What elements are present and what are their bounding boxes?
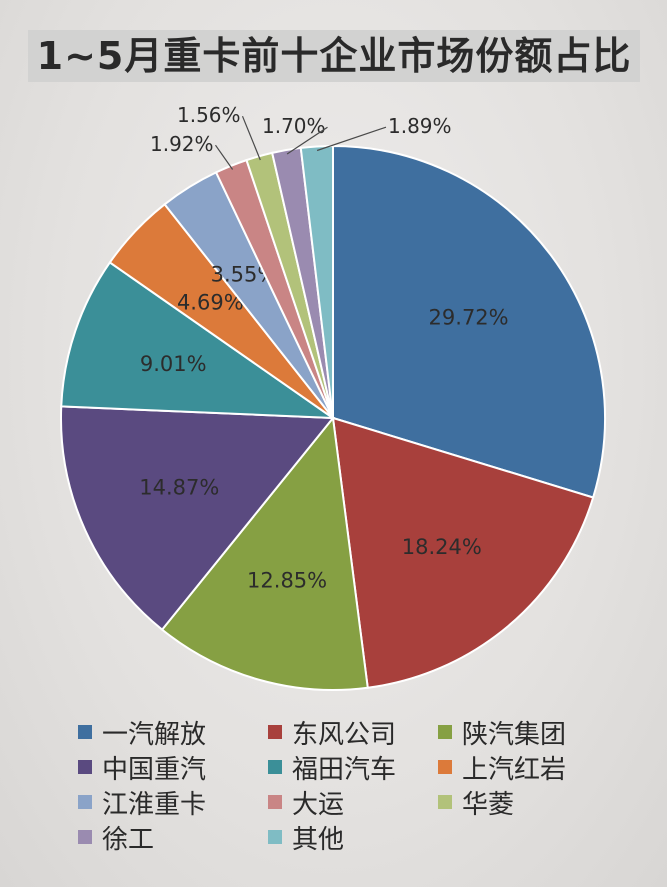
slice-4 xyxy=(60,261,337,420)
legend-swatch xyxy=(438,760,452,774)
legend-item: 一汽解放 xyxy=(78,715,207,750)
slice-9-label: 1.70% xyxy=(262,114,326,138)
legend-item: 其他 xyxy=(268,820,345,855)
legend-item: 中国重汽 xyxy=(78,750,207,785)
legend-label: 东风公司 xyxy=(292,719,397,750)
legend-label: 华菱 xyxy=(462,789,515,820)
slice-1-label: 18.24% xyxy=(402,535,482,559)
chart-title: 1~5月重卡前十企业市场份额占比 xyxy=(28,30,640,82)
legend-label: 大运 xyxy=(292,789,345,820)
legend-item: 上汽红岩 xyxy=(438,750,567,785)
slice-5-label: 4.69% xyxy=(177,290,244,314)
slice-8-label: 1.56% xyxy=(177,103,241,127)
legend-swatch xyxy=(268,830,282,844)
legend-swatch xyxy=(78,830,92,844)
slice-1 xyxy=(331,416,595,689)
legend-label: 福田汽车 xyxy=(292,754,397,785)
slice-9-leader-line xyxy=(286,126,328,155)
legend-label: 上汽红岩 xyxy=(462,754,567,785)
slice-8-leader-line xyxy=(241,115,261,161)
legend-swatch xyxy=(438,795,452,809)
legend-swatch xyxy=(438,725,452,739)
legend-swatch xyxy=(268,725,282,739)
legend-swatch xyxy=(78,725,92,739)
slice-7-label: 1.92% xyxy=(150,132,214,156)
legend-item: 大运 xyxy=(268,785,345,820)
slice-0-label: 29.72% xyxy=(429,306,509,330)
slice-10 xyxy=(299,144,334,419)
legend-label: 其他 xyxy=(292,824,345,855)
legend-item: 华菱 xyxy=(438,785,515,820)
legend-label: 徐工 xyxy=(102,824,155,855)
legend-item: 东风公司 xyxy=(268,715,397,750)
slice-7-leader-line xyxy=(215,144,234,170)
legend-label: 江淮重卡 xyxy=(102,789,207,820)
slice-3-label: 14.87% xyxy=(139,475,219,499)
legend-item: 江淮重卡 xyxy=(78,785,207,820)
legend-label: 中国重汽 xyxy=(102,754,207,785)
legend-item: 徐工 xyxy=(78,820,155,855)
slice-2-label: 12.85% xyxy=(247,568,327,592)
slice-3 xyxy=(60,405,336,632)
slice-0 xyxy=(332,144,606,499)
slice-10-label: 1.89% xyxy=(388,114,452,138)
legend-label: 一汽解放 xyxy=(102,719,207,750)
legend-item: 福田汽车 xyxy=(268,750,397,785)
legend-label: 陕汽集团 xyxy=(462,719,567,750)
slice-4-label: 9.01% xyxy=(140,352,207,376)
slice-2 xyxy=(160,415,369,691)
legend-swatch xyxy=(78,795,92,809)
legend-item: 陕汽集团 xyxy=(438,715,567,750)
legend-swatch xyxy=(268,795,282,809)
slice-10-leader-line xyxy=(316,126,387,152)
legend-swatch xyxy=(78,760,92,774)
legend-swatch xyxy=(268,760,282,774)
